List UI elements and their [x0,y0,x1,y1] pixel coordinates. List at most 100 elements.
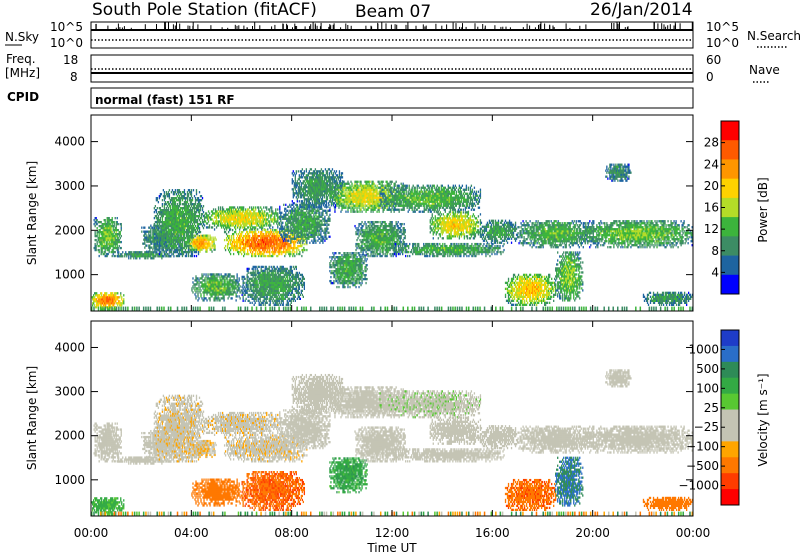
power-cell [171,213,174,216]
power-cell [263,275,265,279]
power-cell [181,216,184,220]
power-cell [187,242,189,245]
power-cell [192,248,194,251]
power-cell [161,253,163,256]
power-cell [158,220,161,224]
power-cell [266,206,268,209]
power-cell [189,230,192,234]
power-cell [92,296,94,299]
power-cell [172,242,175,246]
power-cell [104,238,106,242]
power-cell [102,252,104,256]
power-cell [233,214,236,217]
power-cell [241,289,243,293]
power-cell [259,279,261,283]
power-cell [296,236,298,240]
power-cell [170,209,173,212]
power-cell [240,234,242,238]
power-cell [251,254,253,258]
power-cell [172,216,175,220]
power-cell [257,246,259,250]
power-cell [201,238,203,241]
power-cell [243,246,245,250]
power-cell [277,289,279,293]
power-cell [159,234,162,238]
power-cell [185,207,188,210]
power-cell [259,234,261,238]
power-cell [146,253,148,256]
power-cell [170,238,173,242]
power-cell [271,285,273,289]
power-cell [164,236,167,240]
power-cell [223,279,225,282]
power-cell [176,191,179,194]
power-cell [242,208,244,211]
power-cell [106,222,108,226]
power-cell [208,297,210,300]
power-cell [174,236,177,240]
power-cell [281,283,283,287]
power-cell [111,224,113,228]
power-cell [109,302,111,305]
power-cell [298,271,300,275]
power-cell [245,297,247,300]
power-cell [195,232,198,236]
power-cell [214,291,216,294]
power-cell [207,234,209,237]
power-cell [273,232,275,236]
power-cell [281,211,283,214]
power-cell [252,232,254,236]
power-cell [290,241,292,244]
power-cell [180,220,183,224]
power-cell [168,193,171,196]
power-cell [289,303,291,306]
power-cell [277,271,279,275]
power-cell [206,244,208,247]
power-cell [188,189,191,192]
power-cell [250,212,252,215]
power-cell [105,246,107,250]
power-cell [258,275,260,279]
power-cell [178,254,181,258]
power-cell [209,297,211,300]
power-cell [178,189,181,192]
power-cell [267,238,269,242]
power-cell [176,242,179,246]
power-cell [174,232,177,236]
power-cell [250,248,252,252]
power-cell [112,250,114,254]
power-cell [230,214,233,217]
power-cell [286,277,288,281]
power-cell [119,236,121,240]
power-cell [212,212,215,215]
power-cell [267,218,269,221]
power-cell [277,230,279,234]
power-cell [204,212,207,215]
power-cell [229,279,231,282]
power-cell [230,291,232,294]
power-cell [170,216,173,220]
power-cell [200,295,202,298]
power-cell [285,246,287,250]
power-cell [236,246,239,250]
power-cell [279,229,281,232]
power-cell [275,273,277,277]
power-cell [180,211,183,214]
power-cell [223,238,226,242]
power-cell [263,287,265,291]
power-cell [141,253,143,256]
power-cell [120,222,122,226]
power-cell [259,283,261,287]
power-cell [160,228,163,232]
power-cell [225,228,228,231]
power-cell [249,287,251,291]
power-cell [178,205,181,208]
power-cell [169,199,172,202]
power-cell [183,250,186,254]
power-cell [254,267,256,271]
power-cell [287,235,289,238]
power-cell [275,218,277,221]
power-cell [264,214,266,217]
power-cell [101,238,103,242]
power-cell [232,208,235,211]
